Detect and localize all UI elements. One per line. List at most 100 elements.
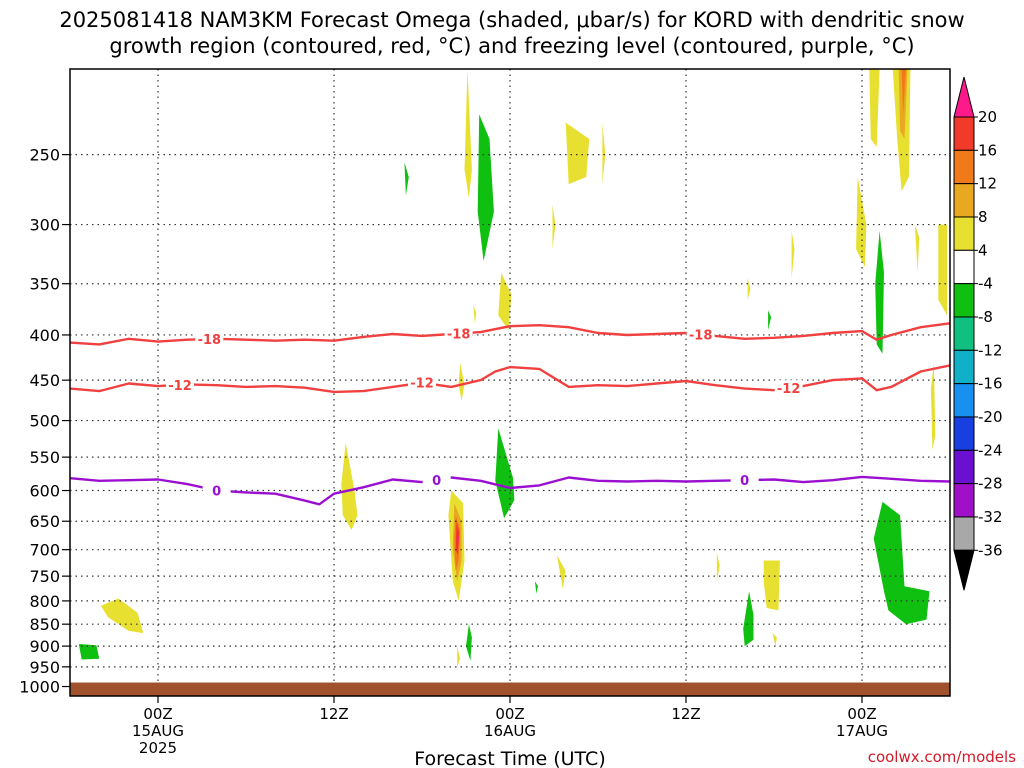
omega-region-8 xyxy=(473,305,477,324)
x-tick-label-6-1: 15AUG xyxy=(132,722,184,740)
contour-label-bg xyxy=(686,326,715,343)
colorbar-label-11: -28 xyxy=(978,475,1003,493)
contour-label-1-1: -12 xyxy=(410,377,434,392)
colorbar-box-7 xyxy=(953,349,975,385)
contour-label-bg xyxy=(202,482,231,499)
colorbar-label-10: -24 xyxy=(978,441,1003,459)
contour-label-bg xyxy=(195,331,224,348)
omega-region-31 xyxy=(869,69,880,147)
chart-title-line-1: 2025081418 NAM3KM Forecast Omega (shaded… xyxy=(59,8,964,32)
omega-region-23 xyxy=(763,560,780,611)
colorbar-box-11 xyxy=(953,483,975,518)
colorbar-box-0 xyxy=(953,116,975,151)
chart-title-line-2: growth region (contoured, red, °C) and f… xyxy=(109,34,914,58)
omega-region-4 xyxy=(477,114,494,262)
omega-region-16 xyxy=(457,646,461,667)
omega-region-30 xyxy=(875,230,884,354)
colorbar-bottom-arrow xyxy=(953,549,975,591)
y-tick-label-450: 450 xyxy=(29,371,60,390)
x-tick-label-30-1: 16AUG xyxy=(484,722,536,740)
x-tick-label-54-0: 00Z xyxy=(847,705,876,723)
contour-label-1-0: -12 xyxy=(168,379,192,394)
omega-region-25 xyxy=(772,633,777,647)
x-axis-title: Forecast Time (UTC) xyxy=(414,748,605,768)
contour-layer: -18 -18 -18 -12 -12 -12 0 0 0 xyxy=(70,322,950,506)
y-tick-label-800: 800 xyxy=(29,592,60,611)
credit-link[interactable]: coolwx.com/models xyxy=(868,748,1016,766)
omega-region-37 xyxy=(930,362,936,451)
y-tick-label-250: 250 xyxy=(29,146,60,165)
omega-region-24 xyxy=(743,591,754,647)
colorbar-box-10 xyxy=(953,449,975,485)
y-tick-label-550: 550 xyxy=(29,448,60,467)
contour-label-bg xyxy=(774,380,803,397)
y-tick-label-900: 900 xyxy=(29,637,60,656)
x-tick-label-6-0: 00Z xyxy=(143,705,172,723)
plot-area: -18 -18 -18 -12 -12 -12 0 0 0 xyxy=(69,68,951,697)
colorbar-box-5 xyxy=(953,283,975,318)
contour-label-0-2: -18 xyxy=(689,328,713,343)
contour-label-bg xyxy=(408,374,436,391)
y-tick-label-600: 600 xyxy=(29,482,60,501)
contour-label-bg xyxy=(730,472,759,489)
colorbar-label-9: -20 xyxy=(978,408,1003,426)
omega-shading-layer xyxy=(78,69,948,667)
colorbar-label-5: -4 xyxy=(978,275,993,293)
colorbar-box-4 xyxy=(953,249,975,285)
y-tick-label-300: 300 xyxy=(29,216,60,235)
colorbar-label-4: 4 xyxy=(978,241,988,259)
colorbar-label-8: -16 xyxy=(978,375,1003,393)
contour-label-bg xyxy=(444,325,473,342)
y-tick-label-700: 700 xyxy=(29,541,60,560)
contour-label-2-2: 0 xyxy=(740,474,749,489)
y-tick-label-1000: 1000 xyxy=(19,678,60,697)
omega-region-18 xyxy=(602,122,606,185)
colorbar-box-1 xyxy=(953,149,975,185)
colorbar-label-1: 16 xyxy=(978,141,997,159)
contour-label-1-2: -12 xyxy=(777,382,801,397)
omega-region-38 xyxy=(873,501,930,625)
ground-surface xyxy=(70,682,950,696)
omega-region-20 xyxy=(534,581,538,594)
omega-region-6 xyxy=(498,272,512,331)
colorbar-box-9 xyxy=(953,416,975,451)
omega-region-17 xyxy=(565,122,590,185)
colorbar-top-arrow xyxy=(953,76,975,118)
colorbar-label-13: -36 xyxy=(978,541,1003,559)
surface-layer xyxy=(70,682,950,696)
colorbar-box-12 xyxy=(953,516,975,551)
omega-region-36 xyxy=(938,224,948,316)
omega-region-21 xyxy=(556,555,566,589)
omega-region-5 xyxy=(404,162,409,196)
omega-region-34 xyxy=(901,69,906,115)
y-tick-label-400: 400 xyxy=(29,326,60,345)
colorbar-label-0: 20 xyxy=(978,108,997,126)
omega-region-27 xyxy=(747,278,751,300)
colorbar-label-7: -12 xyxy=(978,341,1003,359)
colorbar-box-3 xyxy=(953,216,975,251)
x-tick-label-54-1: 17AUG xyxy=(836,722,888,740)
omega-region-7 xyxy=(458,362,465,401)
colorbar-label-6: -8 xyxy=(978,308,993,326)
y-tick-label-950: 950 xyxy=(29,658,60,677)
contour-label-bg xyxy=(422,471,451,488)
colorbar-label-3: 8 xyxy=(978,208,988,226)
grid-layer xyxy=(70,69,950,696)
y-tick-label-650: 650 xyxy=(29,512,60,531)
omega-region-19 xyxy=(552,204,556,250)
omega-region-26 xyxy=(768,310,772,331)
contour-label-2-0: 0 xyxy=(212,485,221,500)
contour-label-0-1: -18 xyxy=(447,328,471,343)
x-tick-label-18-0: 12Z xyxy=(319,705,348,723)
omega-region-15 xyxy=(466,624,472,661)
contour-label-2-1: 0 xyxy=(432,474,441,489)
colorbar: 20 16 12 8 4 -4 -8 -12 -16 -20 -24 -28 -32 -36 xyxy=(953,76,1003,591)
omega-region-1 xyxy=(78,644,100,660)
y-tick-label-500: 500 xyxy=(29,412,60,431)
contour-line-1 xyxy=(70,364,950,394)
y-tick-label-350: 350 xyxy=(29,275,60,294)
omega-region-0 xyxy=(100,598,144,634)
colorbar-box-6 xyxy=(953,316,975,351)
omega-region-2 xyxy=(341,442,358,530)
